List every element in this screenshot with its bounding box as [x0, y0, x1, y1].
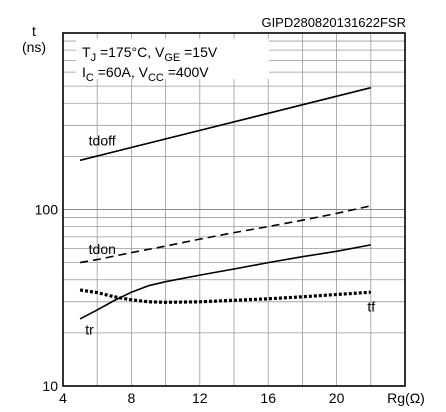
- axes: 4 8 12 16 20 10 100: [35, 32, 406, 406]
- conditions-line-1: TJ =175°C, VGE =15V: [82, 44, 218, 64]
- x-tick-label: 8: [128, 390, 136, 406]
- x-tick-label: 12: [192, 390, 208, 406]
- plot-frame: [62, 32, 406, 387]
- series-label-tdon: tdon: [89, 241, 116, 257]
- x-axis-label: Rg(Ω): [387, 390, 425, 406]
- series-tdon-line: [79, 205, 371, 264]
- y-axis-unit: (ns): [22, 39, 46, 55]
- y-tick-label: 10: [42, 378, 58, 394]
- series-tdoff-line: [79, 86, 371, 162]
- y-tick-label: 100: [35, 202, 59, 218]
- labels: t(ns) Rg(Ω) GIPD280820131622FSR TJ =175°C, …: [22, 15, 425, 406]
- x-tick-label: 16: [260, 390, 276, 406]
- series-label-tr: tr: [85, 321, 94, 337]
- series-tf-line: [79, 288, 371, 304]
- series-label-tdoff: tdoff: [89, 133, 116, 149]
- figure-id: GIPD280820131622FSR: [261, 15, 406, 30]
- y-axis-label: t: [32, 23, 36, 39]
- x-tick-label: 4: [59, 390, 67, 406]
- series-tr-line: [79, 244, 371, 320]
- series-label-tf: tf: [367, 298, 375, 314]
- x-tick-label: 20: [329, 390, 345, 406]
- series-group: [79, 86, 371, 320]
- conditions-box: [76, 39, 269, 79]
- conditions-line-2: IC =60A, VCC =400V: [82, 64, 209, 84]
